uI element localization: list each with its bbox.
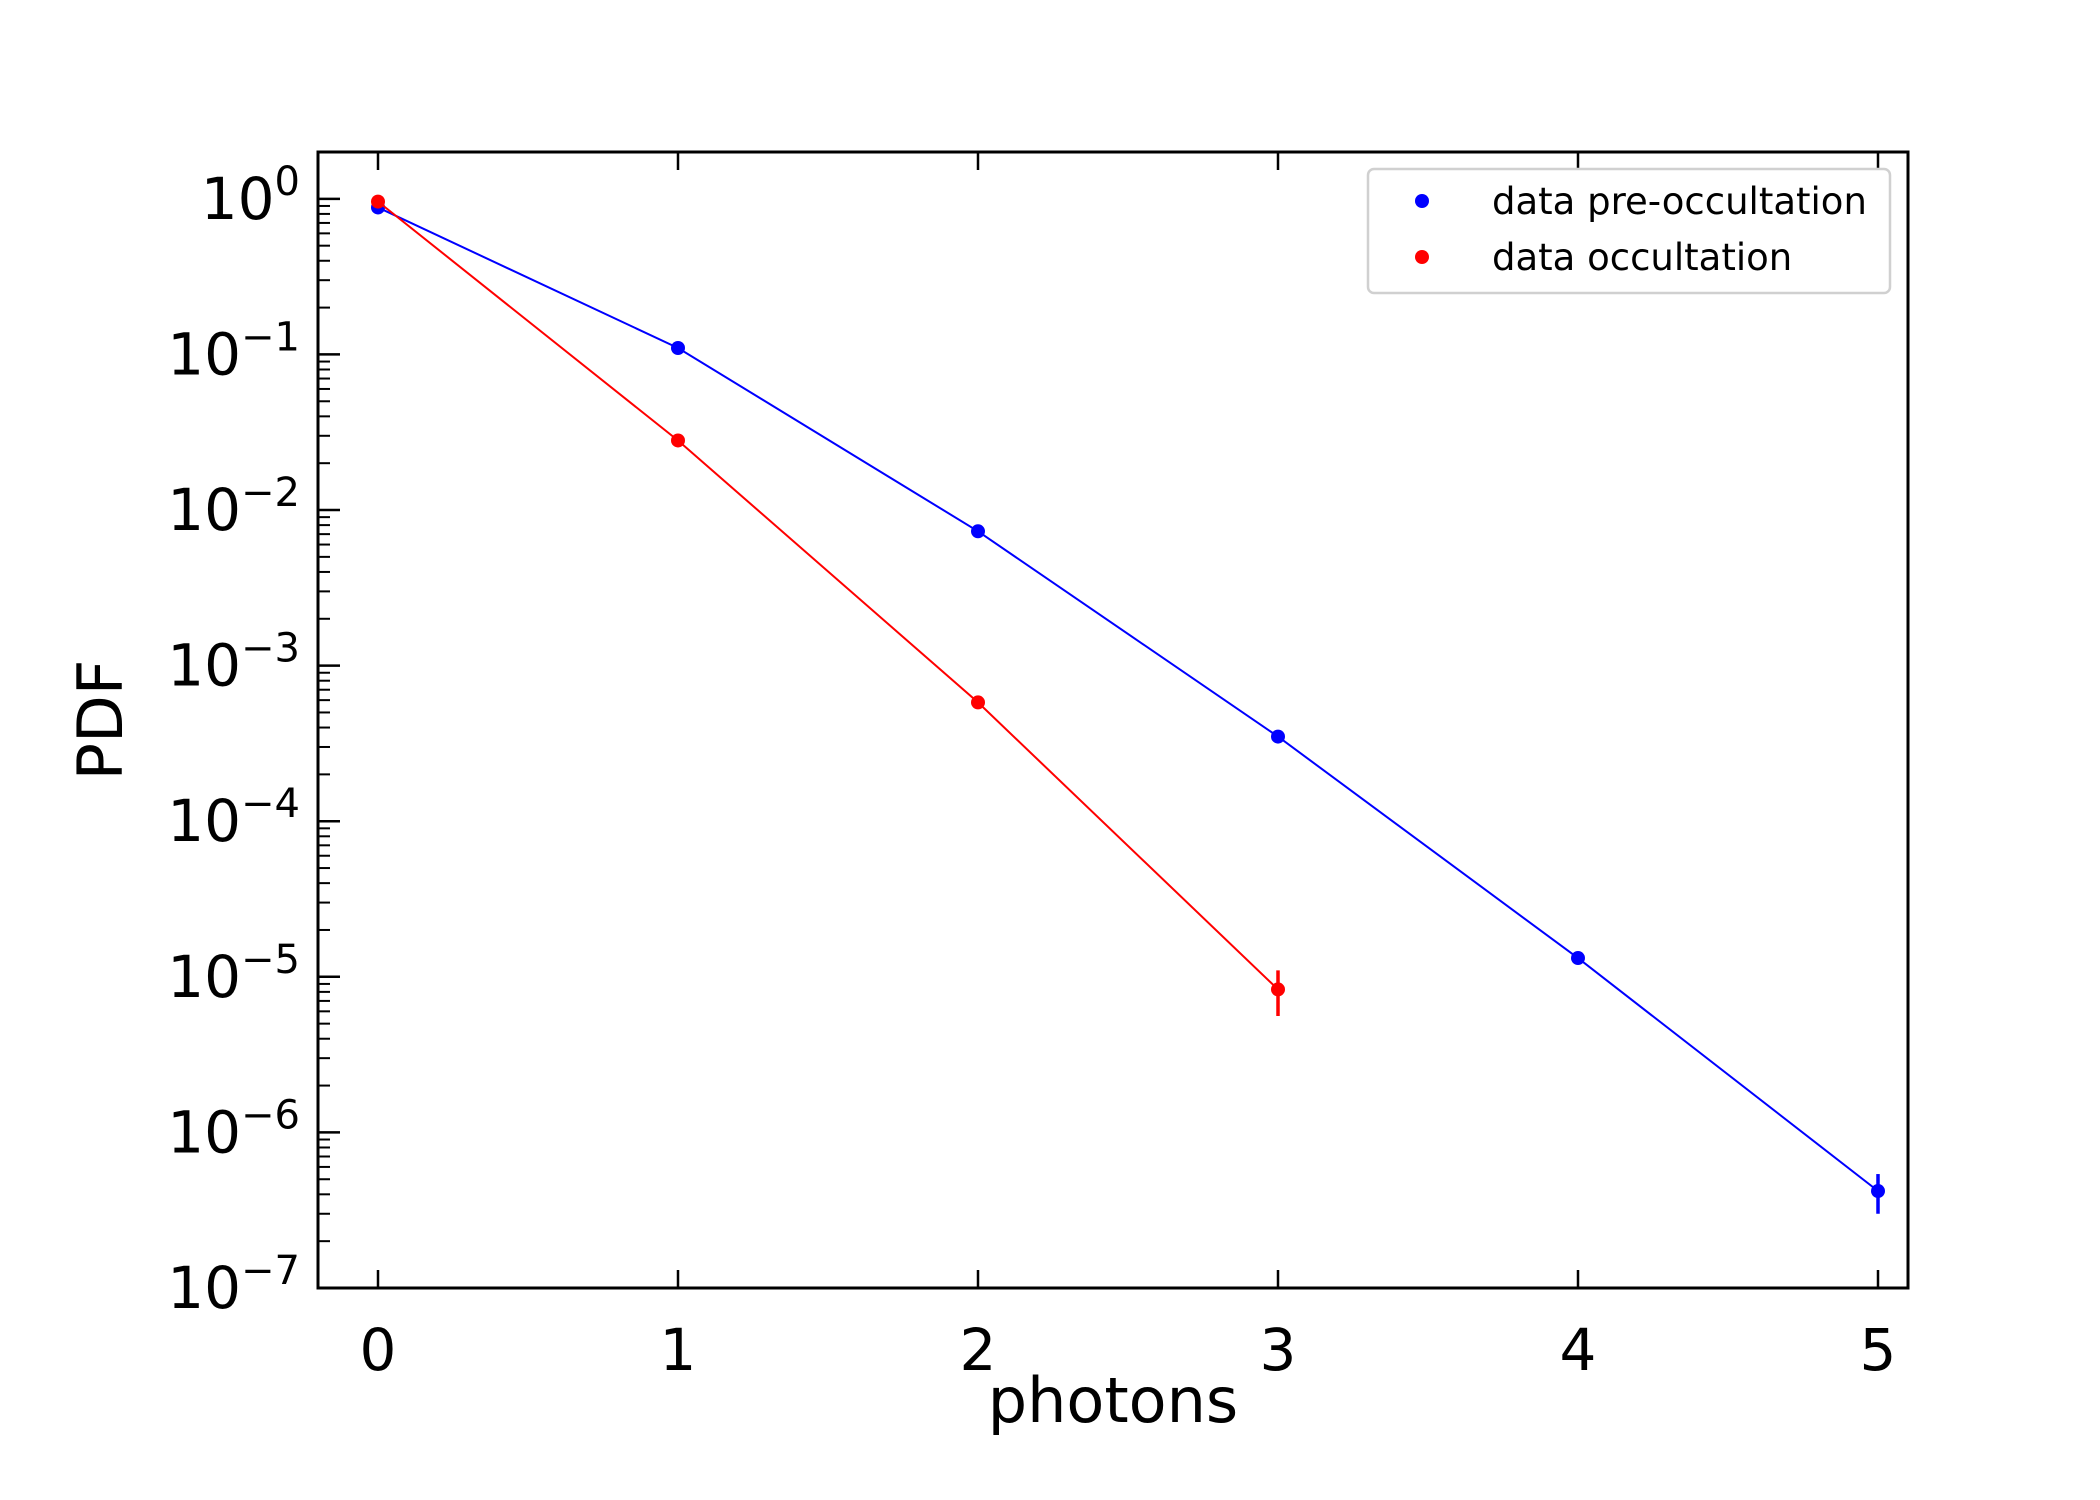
series-0 [371, 200, 1885, 1214]
y-tick-label: 100 [201, 159, 300, 233]
legend-label: data occultation [1492, 236, 1792, 279]
plot-content [371, 194, 1885, 1214]
x-tick-label: 3 [1260, 1316, 1297, 1384]
x-tick-label: 2 [960, 1316, 997, 1384]
y-tick-label: 10−2 [167, 470, 300, 544]
legend-marker [1415, 194, 1429, 208]
y-tick-label: 10−7 [167, 1248, 300, 1322]
data-point [1271, 982, 1285, 997]
y-tick-label: 10−4 [167, 781, 300, 855]
x-tick-label: 4 [1560, 1316, 1597, 1384]
data-point [671, 433, 685, 448]
y-tick-label: 10−3 [167, 626, 300, 700]
data-point [1271, 729, 1285, 744]
x-tick-label: 5 [1860, 1316, 1897, 1384]
y-tick-label: 10−6 [167, 1092, 300, 1166]
legend: data pre-occultation data occultation [1366, 167, 1892, 295]
y-tick-label: 10−1 [167, 314, 300, 388]
data-point [971, 524, 985, 539]
plot-frame [316, 150, 1910, 1290]
x-axis-label: photons [988, 1364, 1238, 1437]
x-tick-label: 0 [360, 1316, 397, 1384]
data-point [1871, 1184, 1885, 1199]
series-line [377, 206, 1879, 1192]
data-point [371, 194, 385, 209]
x-tick-labels: 0 1 2 3 4 5 [360, 1316, 1897, 1384]
y-tick-labels: 100 10−1 10−2 10−3 10−4 10−5 10−6 10−7 [167, 159, 300, 1322]
axis-ticks [318, 152, 1880, 1290]
data-point [971, 695, 985, 710]
data-point [1571, 951, 1585, 966]
legend-marker [1415, 250, 1429, 264]
legend-box [1366, 167, 1892, 295]
y-tick-label: 10−5 [167, 937, 300, 1011]
series-line [377, 200, 1279, 991]
legend-label: data pre-occultation [1492, 180, 1867, 223]
data-point [671, 340, 685, 355]
x-tick-label: 1 [660, 1316, 697, 1384]
y-axis-label: PDF [64, 660, 137, 781]
series-1 [371, 194, 1285, 1016]
